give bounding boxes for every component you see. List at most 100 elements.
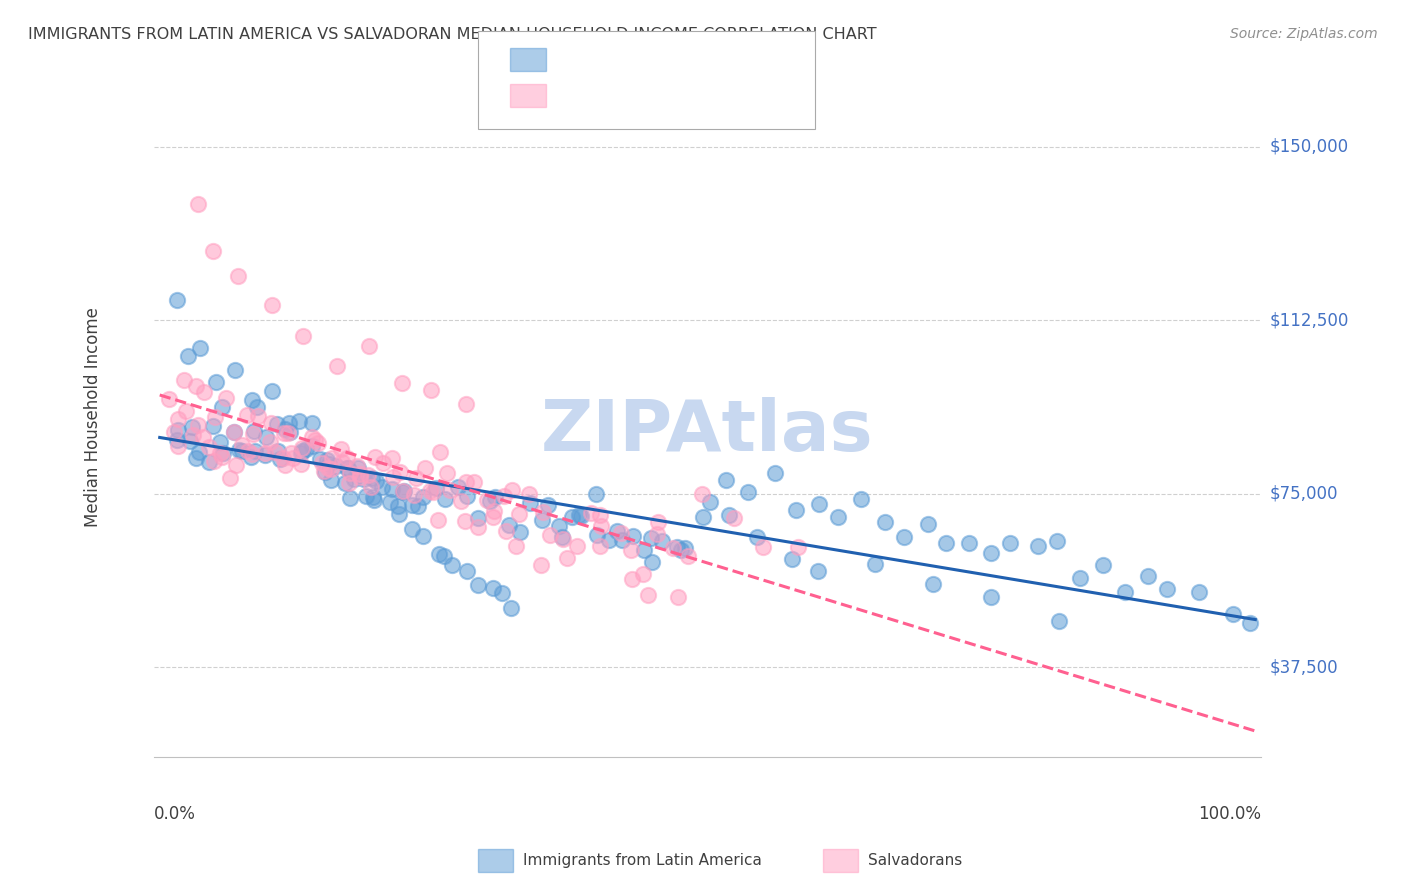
Point — [188, 342, 211, 356]
Point — [290, 446, 312, 460]
Point — [1045, 533, 1067, 548]
Point — [699, 495, 721, 509]
Point — [785, 503, 807, 517]
Point — [246, 409, 269, 423]
Point — [1047, 615, 1070, 629]
Point — [273, 458, 295, 473]
Point — [166, 434, 188, 448]
Point — [412, 529, 434, 543]
Point — [1136, 569, 1159, 583]
Point — [222, 425, 245, 439]
Point — [387, 499, 409, 513]
Point — [240, 392, 263, 407]
Point — [259, 416, 281, 430]
Point — [295, 442, 318, 457]
Point — [1000, 536, 1022, 550]
Point — [361, 490, 384, 504]
Point — [354, 489, 377, 503]
Point — [1239, 616, 1261, 631]
Point — [315, 453, 337, 467]
Point — [370, 480, 392, 494]
Point — [360, 471, 382, 485]
Point — [669, 543, 692, 558]
Point — [620, 543, 643, 558]
Point — [401, 522, 423, 536]
Point — [243, 424, 266, 438]
Point — [425, 481, 447, 495]
Point — [319, 473, 342, 487]
Point — [204, 410, 226, 425]
Point — [198, 455, 221, 469]
Point — [325, 458, 347, 473]
Point — [364, 474, 387, 488]
Point — [561, 509, 583, 524]
Point — [339, 491, 361, 505]
Point — [606, 524, 628, 538]
Text: IMMIGRANTS FROM LATIN AMERICA VS SALVADORAN MEDIAN HOUSEHOLD INCOME CORRELATION : IMMIGRANTS FROM LATIN AMERICA VS SALVADO… — [28, 27, 877, 42]
Point — [676, 549, 699, 563]
Point — [343, 473, 366, 487]
Point — [447, 480, 470, 494]
Point — [413, 461, 436, 475]
Point — [807, 564, 830, 578]
Point — [225, 458, 247, 473]
Point — [467, 578, 489, 592]
Point — [501, 483, 523, 497]
Point — [405, 470, 427, 484]
Point — [291, 441, 314, 455]
Point — [179, 434, 201, 448]
Point — [1026, 539, 1049, 553]
Point — [585, 527, 607, 541]
Point — [467, 520, 489, 534]
Point — [508, 508, 530, 522]
Point — [456, 489, 478, 503]
Point — [922, 577, 945, 591]
Point — [571, 509, 593, 524]
Point — [222, 425, 245, 440]
Point — [551, 532, 574, 546]
Point — [266, 417, 288, 431]
Point — [381, 483, 404, 497]
Text: $150,000: $150,000 — [1270, 138, 1348, 156]
Point — [661, 541, 683, 555]
Point — [780, 552, 803, 566]
Text: N = 142: N = 142 — [654, 53, 720, 67]
Point — [494, 489, 516, 503]
Point — [177, 349, 200, 363]
Point — [1114, 584, 1136, 599]
Point — [935, 536, 957, 550]
Point — [157, 392, 180, 407]
Point — [381, 451, 404, 466]
Point — [1188, 584, 1211, 599]
Point — [197, 441, 219, 455]
Point — [392, 483, 415, 498]
Point — [278, 417, 301, 431]
Point — [752, 540, 775, 554]
Point — [406, 500, 429, 514]
Point — [651, 534, 673, 549]
Point — [245, 444, 267, 458]
Point — [531, 505, 554, 519]
Point — [231, 438, 253, 452]
Point — [598, 533, 620, 548]
Point — [226, 268, 249, 283]
Point — [304, 433, 326, 447]
Point — [980, 590, 1002, 604]
Point — [316, 461, 339, 475]
Point — [364, 450, 387, 464]
Point — [436, 466, 458, 480]
Point — [640, 555, 662, 569]
Text: 0.0%: 0.0% — [155, 805, 195, 823]
Point — [246, 400, 269, 414]
Point — [187, 418, 209, 433]
Point — [228, 442, 250, 457]
Point — [309, 451, 332, 466]
Point — [173, 373, 195, 387]
Point — [167, 439, 190, 453]
Point — [412, 490, 434, 504]
Point — [917, 517, 939, 532]
Point — [311, 456, 333, 470]
Text: $75,000: $75,000 — [1270, 484, 1339, 503]
Point — [314, 465, 336, 479]
Point — [565, 540, 588, 554]
